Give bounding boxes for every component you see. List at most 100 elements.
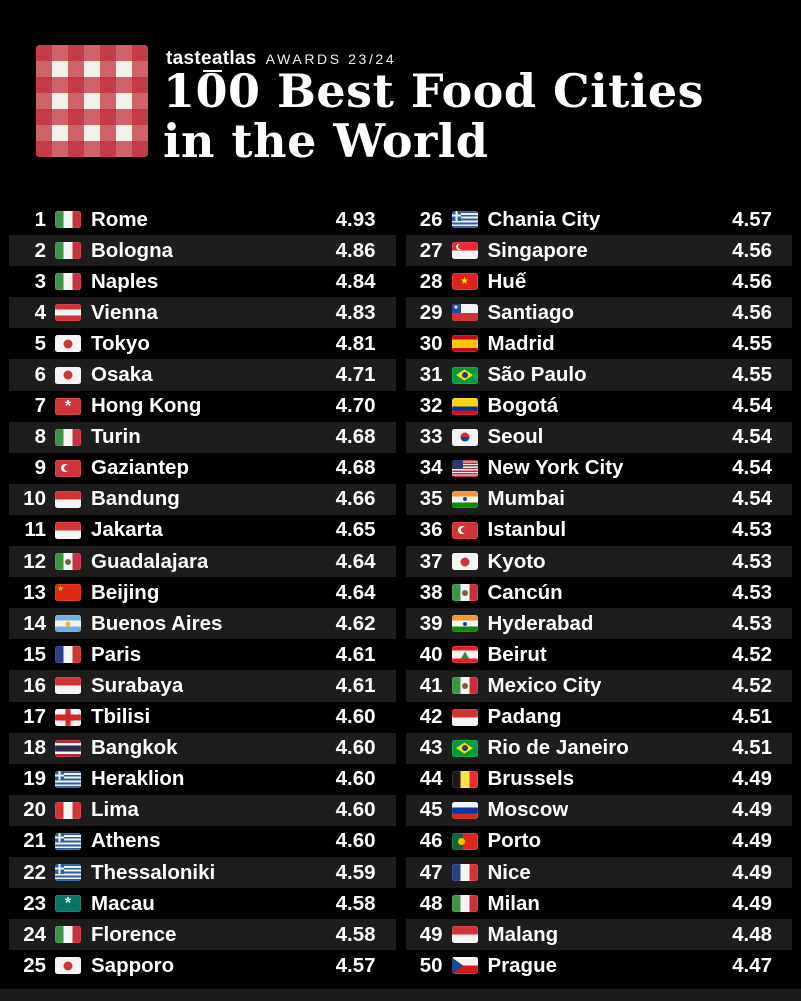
rank-number: 29 xyxy=(419,300,443,324)
indonesia-flag-icon xyxy=(451,708,478,726)
city-name: Padang xyxy=(487,705,562,729)
table-row: 32 Bogotá 4.54 xyxy=(406,391,793,422)
score-value: 4.60 xyxy=(335,736,376,760)
south-korea-flag-icon xyxy=(451,428,478,446)
city-name: Athens xyxy=(91,829,161,853)
brand-line: tasteatlas AWARDS 23/24 xyxy=(166,48,397,72)
score-value: 4.70 xyxy=(335,394,376,418)
rank-number: 33 xyxy=(419,425,443,449)
rank-number: 12 xyxy=(23,549,46,573)
city-name: São Paulo xyxy=(487,363,587,387)
belgium-flag-icon xyxy=(451,770,478,788)
france-flag-icon xyxy=(451,864,478,882)
score-value: 4.65 xyxy=(335,518,376,542)
city-name: Chania City xyxy=(487,207,601,231)
score-value: 4.54 xyxy=(732,425,772,449)
rank-number: 42 xyxy=(419,705,443,729)
rank-number: 20 xyxy=(23,798,46,822)
mexico-flag-icon xyxy=(451,584,478,602)
table-row: 2 Bologna 4.86 xyxy=(9,235,396,267)
table-row: 37 Kyoto 4.53 xyxy=(405,546,792,578)
table-row: 49 Malang 4.48 xyxy=(405,919,792,951)
score-value: 4.61 xyxy=(335,642,376,666)
rank-number: 41 xyxy=(419,673,443,697)
rank-number: 26 xyxy=(419,207,443,231)
india-flag-icon xyxy=(451,490,478,508)
awards-label: AWARDS 23/24 xyxy=(265,51,397,67)
portugal-flag-icon xyxy=(451,832,478,850)
score-value: 4.49 xyxy=(732,891,772,915)
rank-number: 45 xyxy=(419,798,443,822)
table-row: 16 Surabaya 4.61 xyxy=(9,670,396,702)
city-name: Jakarta xyxy=(91,518,163,542)
score-value: 4.49 xyxy=(732,860,772,884)
italy-flag-icon xyxy=(55,211,81,229)
rank-number: 21 xyxy=(23,829,46,853)
rank-number: 3 xyxy=(34,269,46,293)
rank-number: 37 xyxy=(419,549,443,573)
indonesia-flag-icon xyxy=(55,677,81,695)
city-name: Santiago xyxy=(487,300,575,324)
city-name: Lima xyxy=(91,798,139,822)
united-states-flag-icon xyxy=(451,459,478,477)
table-row: 7 Hong Kong 4.70 xyxy=(9,391,396,422)
japan-flag-icon xyxy=(55,366,81,384)
city-name: Mumbai xyxy=(487,487,565,511)
score-value: 4.60 xyxy=(335,829,376,853)
city-name: Hong Kong xyxy=(91,394,202,418)
macau-flag-icon xyxy=(55,895,81,913)
brazil-flag-icon xyxy=(451,739,478,757)
city-name: Porto xyxy=(487,829,542,853)
score-value: 4.83 xyxy=(335,300,376,324)
rank-number: 8 xyxy=(34,425,46,449)
tasteatlas-checkered-logo-icon xyxy=(36,45,148,157)
table-row: 42 Padang 4.51 xyxy=(406,702,793,733)
city-name: Kyoto xyxy=(487,549,546,573)
italy-flag-icon xyxy=(55,926,81,944)
city-name: Turin xyxy=(91,425,141,449)
score-value: 4.53 xyxy=(732,580,772,604)
table-row: 22 Thessaloniki 4.59 xyxy=(9,856,396,889)
rank-number: 25 xyxy=(23,953,46,977)
brand-name: tasteatlas xyxy=(166,48,257,72)
rank-number: 5 xyxy=(34,331,46,355)
rank-number: 9 xyxy=(34,456,46,480)
table-row: 29 Santiago 4.56 xyxy=(405,297,792,329)
score-value: 4.86 xyxy=(335,238,376,262)
city-name: Moscow xyxy=(487,798,569,822)
brazil-flag-icon xyxy=(451,366,478,384)
rank-number: 48 xyxy=(419,891,443,915)
table-row: 23 Macau 4.58 xyxy=(9,888,396,919)
rank-number: 13 xyxy=(23,580,46,604)
rank-number: 32 xyxy=(419,394,443,418)
greece-flag-icon xyxy=(55,832,81,850)
rank-number: 46 xyxy=(419,829,443,853)
city-name: Seoul xyxy=(487,425,544,449)
rank-number: 7 xyxy=(34,394,46,418)
city-name: Bologna xyxy=(91,238,173,262)
city-name: Istanbul xyxy=(487,518,567,542)
rank-number: 11 xyxy=(24,518,46,542)
score-value: 4.53 xyxy=(732,611,772,635)
score-value: 4.54 xyxy=(732,394,772,418)
table-row: 36 Istanbul 4.53 xyxy=(406,515,793,546)
italy-flag-icon xyxy=(55,273,81,291)
city-name: Mexico City xyxy=(487,673,602,697)
argentina-flag-icon xyxy=(55,615,81,633)
rank-number: 36 xyxy=(419,518,443,542)
city-name: Naples xyxy=(91,269,159,293)
table-row: 45 Moscow 4.49 xyxy=(405,794,792,826)
city-name: Bandung xyxy=(91,487,180,511)
table-row: 44 Brussels 4.49 xyxy=(406,764,793,795)
table-row: 21 Athens 4.60 xyxy=(9,826,396,857)
city-name: Surabaya xyxy=(91,673,184,697)
city-name: Gaziantep xyxy=(91,456,189,480)
rank-number: 10 xyxy=(23,487,46,511)
city-name: Bangkok xyxy=(91,736,178,760)
table-row: 3 Naples 4.84 xyxy=(9,266,396,297)
chile-flag-icon xyxy=(451,304,478,322)
rank-number: 1 xyxy=(34,207,46,231)
city-name: Prague xyxy=(487,953,558,977)
table-row: 48 Milan 4.49 xyxy=(406,888,793,919)
score-value: 4.84 xyxy=(335,269,376,293)
